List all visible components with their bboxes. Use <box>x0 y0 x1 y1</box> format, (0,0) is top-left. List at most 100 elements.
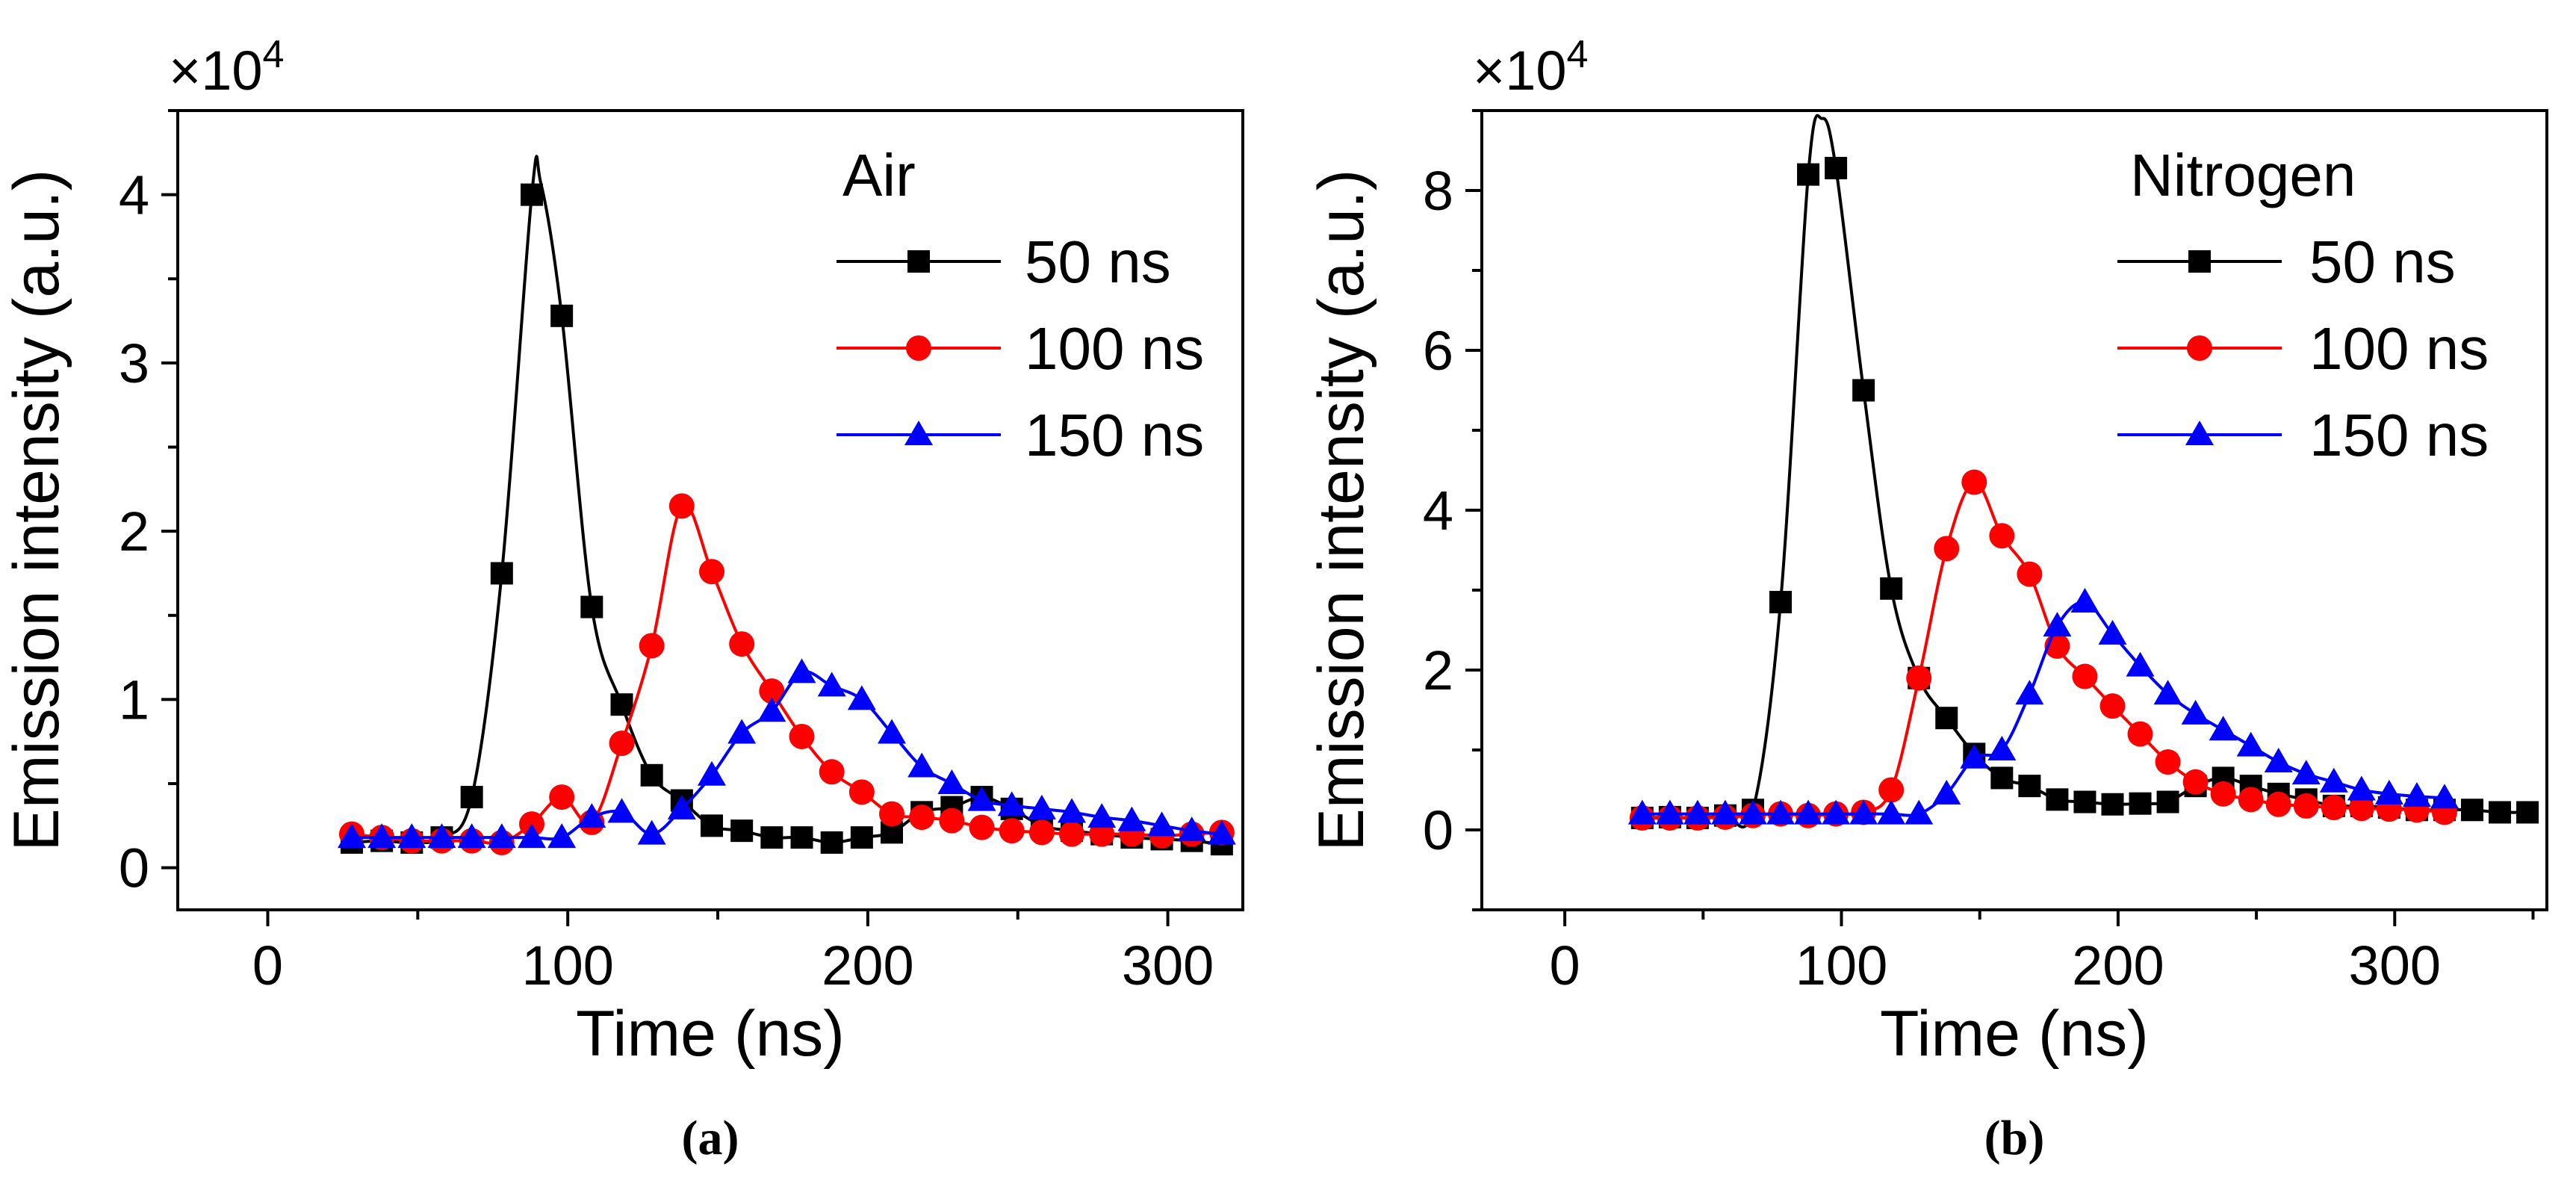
data-point <box>1089 821 1115 847</box>
data-point <box>2374 779 2403 805</box>
data-point <box>2101 793 2124 816</box>
y-tick-label: 2 <box>1423 639 1453 701</box>
data-point <box>2291 760 2321 785</box>
data-point <box>2182 769 2209 795</box>
x-axis-title: Time (ns) <box>576 998 845 1070</box>
data-point <box>820 831 843 854</box>
data-point <box>699 559 725 585</box>
data-point <box>879 801 905 827</box>
data-point <box>1990 766 2014 790</box>
data-point <box>2460 799 2483 822</box>
legend-marker <box>2185 421 2214 445</box>
chart-panel-b: 0 100 200 300 0 2 4 6 8 ×104 Time (ns) Emission int… <box>1306 33 2548 1165</box>
data-point <box>337 823 366 849</box>
data-point <box>1880 577 1903 600</box>
data-point <box>609 730 635 756</box>
data-point <box>760 826 783 849</box>
data-point <box>1852 379 1875 402</box>
data-point <box>937 769 966 795</box>
data-point <box>2017 561 2043 587</box>
y-tick-label: 6 <box>1423 320 1453 382</box>
panel-caption: (b) <box>1984 1111 2045 1165</box>
y-tick-label: 0 <box>119 837 149 899</box>
legend-title: Air <box>842 142 916 208</box>
data-point <box>759 678 785 704</box>
data-point <box>1059 821 1085 847</box>
data-point <box>1027 794 1056 819</box>
y-tick-label: 4 <box>119 164 149 226</box>
data-point <box>2321 795 2347 821</box>
data-point <box>490 562 513 585</box>
data-point <box>1207 819 1236 845</box>
data-point <box>2129 792 2152 815</box>
data-point <box>2238 787 2264 813</box>
data-point <box>909 805 935 831</box>
data-point <box>939 808 965 834</box>
legend-label: 150 ns <box>1025 402 1204 468</box>
data-point <box>2181 699 2210 725</box>
data-point <box>2347 775 2376 801</box>
plot-area <box>337 155 1236 856</box>
data-point <box>550 304 574 327</box>
y-tick-label: 8 <box>1423 160 1453 222</box>
data-point <box>1825 157 1848 180</box>
data-point <box>1058 798 1087 823</box>
data-point <box>427 823 456 849</box>
axis-multiplier: ×104 <box>169 33 284 102</box>
data-point <box>517 823 546 849</box>
data-point <box>1877 799 1906 825</box>
data-point <box>549 784 575 810</box>
x-tick-label: 100 <box>1796 934 1887 996</box>
data-point <box>2210 781 2236 807</box>
data-point <box>817 672 846 697</box>
data-point <box>790 826 813 849</box>
data-point <box>1117 806 1146 831</box>
data-point <box>1794 799 1823 825</box>
data-point <box>1769 591 1793 614</box>
data-point <box>727 719 757 744</box>
data-point <box>701 814 724 837</box>
data-point <box>2099 693 2126 719</box>
legend-label: 50 ns <box>1025 229 1171 295</box>
plot-area <box>1627 114 2539 831</box>
data-point <box>367 823 397 849</box>
data-point <box>2098 619 2127 645</box>
data-point <box>850 826 873 849</box>
data-point <box>580 595 603 619</box>
data-point <box>1960 743 1989 769</box>
data-point <box>2489 801 2512 824</box>
legend: Air 50 ns 100 ns 150 ns <box>837 142 1204 468</box>
data-point <box>1738 799 1767 825</box>
data-point <box>2018 775 2041 798</box>
data-point <box>610 693 633 716</box>
data-point <box>2319 767 2348 793</box>
x-tick-label: 0 <box>1550 934 1580 996</box>
data-point <box>757 697 786 722</box>
data-point <box>819 759 845 785</box>
data-point <box>520 183 543 206</box>
data-point <box>1932 779 1961 805</box>
data-point <box>1989 523 2015 549</box>
x-tick-label: 300 <box>2349 934 2441 996</box>
data-point <box>730 819 754 843</box>
x-tick-label: 300 <box>1122 934 1214 996</box>
data-point <box>787 658 816 684</box>
data-point <box>487 823 516 849</box>
data-point <box>1961 469 1987 495</box>
legend-marker <box>904 421 933 445</box>
data-point <box>460 786 483 809</box>
data-point <box>547 823 577 849</box>
legend-marker <box>2188 250 2211 273</box>
data-point <box>2402 782 2431 808</box>
data-point <box>577 803 606 828</box>
data-point <box>907 752 937 778</box>
data-point <box>457 823 486 849</box>
data-point <box>2516 801 2539 824</box>
data-point <box>2293 793 2319 819</box>
data-point <box>2046 788 2069 811</box>
data-point <box>667 794 696 819</box>
data-point <box>2265 791 2291 817</box>
data-point <box>1028 819 1055 846</box>
legend-title: Nitrogen <box>2130 142 2356 208</box>
